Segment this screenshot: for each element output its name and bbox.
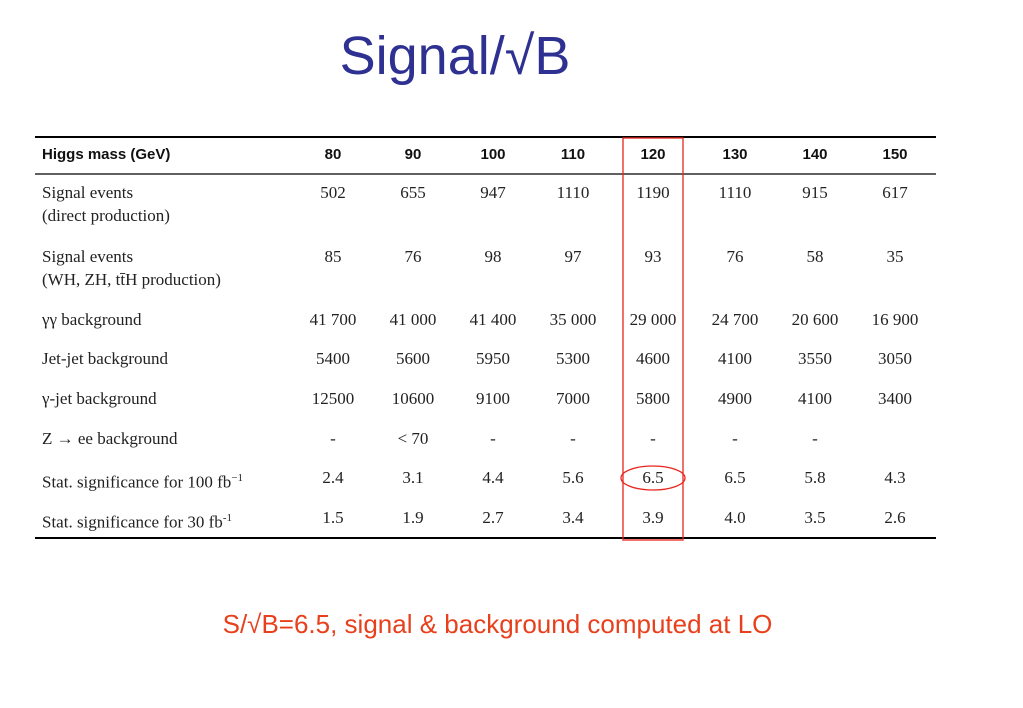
table-cell: 947 — [480, 183, 506, 202]
table-cell: 5.6 — [562, 468, 584, 487]
table-cell: 29 000 — [629, 310, 677, 329]
row-label: Z → ee background — [42, 429, 178, 448]
table-cell: 1110 — [556, 183, 590, 202]
table-cell: - — [650, 429, 656, 448]
table-cell: 24 700 — [711, 310, 759, 329]
table-cell: 3050 — [878, 349, 912, 368]
row-label: Stat. significance for 30 fb-1 — [42, 512, 232, 532]
table-cell: 2.6 — [884, 508, 906, 527]
header-cell: 150 — [882, 146, 908, 163]
table-cell: 9100 — [476, 389, 510, 408]
table-cell: 35 000 — [549, 310, 597, 329]
header-cell: 100 — [480, 146, 506, 163]
table-cell: 41 400 — [469, 310, 517, 329]
table-cell: 12500 — [311, 389, 355, 408]
table-cell: 20 600 — [791, 310, 839, 329]
table-cell: - — [732, 429, 738, 448]
table-cell: 98 — [484, 247, 502, 266]
table-cell: 4100 — [718, 349, 752, 368]
header-cell: 80 — [324, 146, 342, 163]
superscript: -1 — [222, 512, 232, 524]
table-cell: 10600 — [391, 389, 435, 408]
table-cell: 76 — [726, 247, 744, 266]
row-label: Signal events — [42, 183, 134, 202]
table-cell: - — [330, 429, 336, 448]
header-cell: 120 — [640, 146, 666, 163]
table-cell: 2.4 — [322, 468, 344, 487]
table-cell: 6.5 — [642, 468, 664, 487]
header-cell: 130 — [722, 146, 748, 163]
row-label: Stat. significance for 100 fb−1 — [42, 472, 244, 492]
table-cell: 97 — [564, 247, 582, 266]
table-cell: 4.3 — [884, 468, 906, 487]
table-cell: 76 — [404, 247, 422, 266]
row-label: Jet-jet background — [42, 349, 169, 368]
table-cell: 3550 — [798, 349, 832, 368]
table-cell: 3400 — [878, 389, 912, 408]
slide-title: Signal/√B — [339, 26, 571, 86]
table-cell: 4.4 — [482, 468, 504, 487]
table-cell: 4100 — [798, 389, 832, 408]
table-cell: 655 — [400, 183, 426, 202]
table-cell: 1.5 — [322, 508, 344, 527]
table-cell: 5.8 — [804, 468, 826, 487]
table-cell: 41 000 — [389, 310, 437, 329]
row-label: γγ background — [42, 310, 142, 329]
header-cell: 110 — [560, 146, 586, 163]
table-cell: 16 900 — [871, 310, 919, 329]
table-cell: 2.7 — [482, 508, 504, 527]
table-cell: 1.9 — [402, 508, 424, 527]
row-label: (direct production) — [42, 206, 170, 225]
header-cell: 90 — [404, 146, 422, 163]
table-cell: 6.5 — [724, 468, 746, 487]
table-cell: 1110 — [718, 183, 752, 202]
table-cell: < 70 — [397, 429, 429, 448]
table-cell: 5950 — [476, 349, 510, 368]
row-label: γ-jet background — [42, 389, 157, 408]
table-cell: 617 — [882, 183, 908, 202]
table-cell: 3.4 — [562, 508, 584, 527]
table-cell: 41 700 — [309, 310, 357, 329]
table-cell: 3.9 — [642, 508, 664, 527]
table-cell: 4900 — [718, 389, 752, 408]
table-cell: 5800 — [636, 389, 670, 408]
table-cell: 7000 — [556, 389, 590, 408]
table-cell: 58 — [806, 247, 824, 266]
superscript: −1 — [231, 472, 244, 484]
row-label: Signal events — [42, 247, 134, 266]
table-cell: - — [490, 429, 496, 448]
header-cell: 140 — [802, 146, 828, 163]
table-cell: 3.1 — [402, 468, 424, 487]
table-cell: 35 — [886, 247, 904, 266]
table-cell: - — [812, 429, 818, 448]
table-cell: 5400 — [316, 349, 350, 368]
table-cell: 3.5 — [804, 508, 826, 527]
table-cell: 5300 — [556, 349, 590, 368]
table-cell: 915 — [802, 183, 828, 202]
table-cell: 85 — [324, 247, 342, 266]
table-cell: 1190 — [636, 183, 670, 202]
table-cell: 93 — [644, 247, 662, 266]
table-cell: 502 — [320, 183, 346, 202]
table-cell: 4.0 — [724, 508, 746, 527]
table-cell: 5600 — [396, 349, 430, 368]
row-label: (WH, ZH, tt̄H production) — [42, 270, 221, 289]
footer-note: S/√B=6.5, signal & background computed a… — [222, 609, 773, 639]
header-cell: Higgs mass (GeV) — [42, 146, 171, 163]
table-cell: - — [570, 429, 576, 448]
table-cell: 4600 — [636, 349, 670, 368]
